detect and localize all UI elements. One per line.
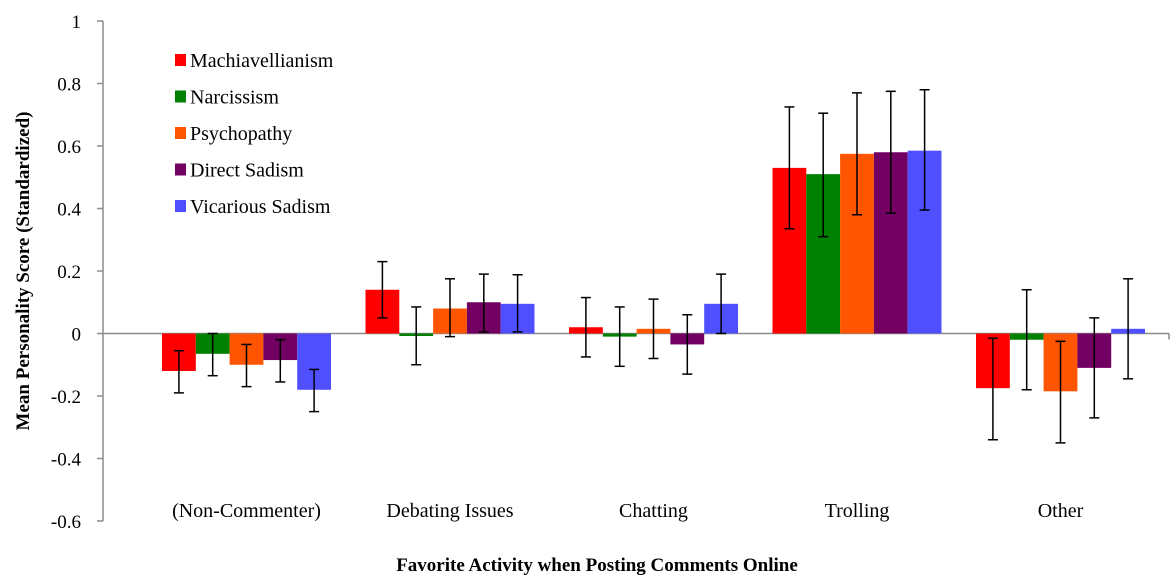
error-bars bbox=[173, 89, 1134, 444]
y-tick-label: 0 bbox=[72, 325, 82, 346]
legend-label: Narcissism bbox=[190, 87, 279, 109]
y-axis-title: Mean Personality Score (Standardized) bbox=[13, 112, 34, 431]
y-tick-label: 0.4 bbox=[57, 200, 81, 221]
legend-swatch bbox=[175, 200, 186, 212]
legend-swatch bbox=[175, 163, 186, 176]
y-tick-label: -0.4 bbox=[51, 450, 82, 471]
legend-label: Direct Sadism bbox=[190, 160, 304, 182]
y-tick-label: -0.2 bbox=[51, 387, 81, 408]
legend-swatch bbox=[175, 127, 186, 139]
x-category-label: Chatting bbox=[619, 500, 688, 522]
x-axis-title: Favorite Activity when Posting Comments … bbox=[396, 555, 798, 576]
x-category-label: Trolling bbox=[825, 500, 890, 522]
x-category-label: (Non-Commenter) bbox=[172, 500, 321, 522]
legend-label: Machiavellianism bbox=[190, 50, 334, 72]
legend: Machiavellianism Narcissism Psychopathy Dir… bbox=[175, 50, 334, 218]
y-tick-label: -0.6 bbox=[51, 512, 81, 533]
legend-swatch bbox=[175, 54, 186, 66]
legend-label: Vicarious Sadism bbox=[190, 196, 331, 218]
legend-swatch bbox=[175, 90, 186, 103]
y-tick-label: 0.6 bbox=[57, 137, 81, 158]
y-tick-label: 0.2 bbox=[57, 262, 81, 283]
category-labels: (Non-Commenter) Debating Issues Chatting Tr… bbox=[172, 500, 1084, 522]
y-axis: 1 0.8 0.6 0.4 0.2 0 -0.2 -0.4 -0.6 bbox=[51, 12, 104, 533]
legend-label: Psychopathy bbox=[190, 123, 292, 145]
x-category-label: Debating Issues bbox=[386, 500, 513, 522]
y-tick-label: 0.8 bbox=[57, 75, 81, 96]
y-tick-label: 1 bbox=[72, 12, 82, 33]
x-category-label: Other bbox=[1038, 500, 1084, 522]
